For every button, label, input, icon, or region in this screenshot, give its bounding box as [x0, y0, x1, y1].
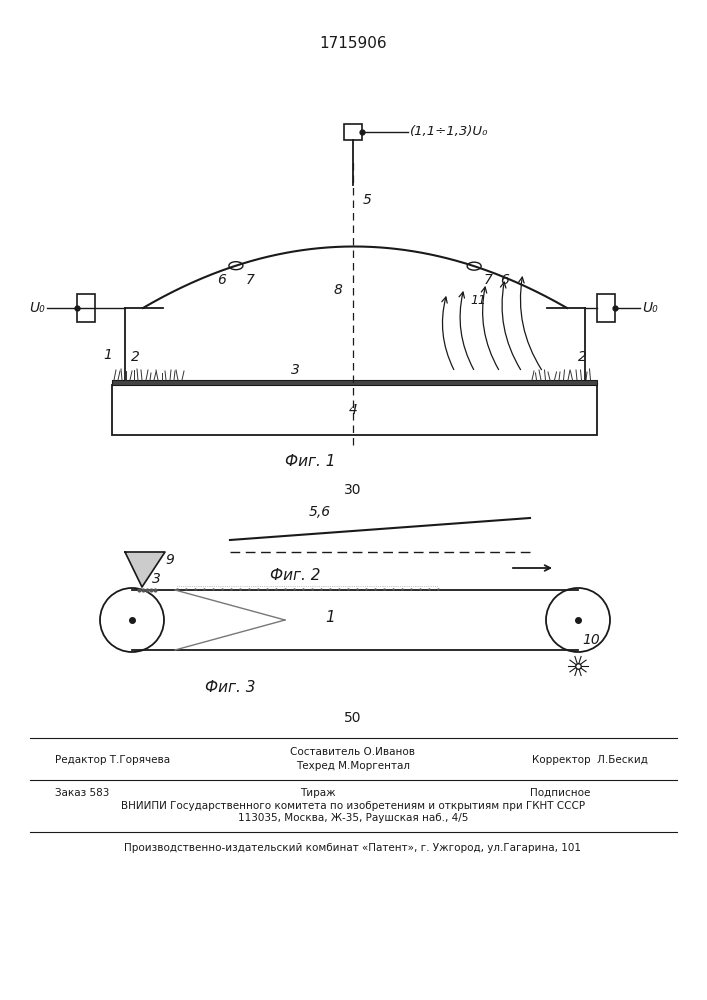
- Text: 7: 7: [484, 273, 493, 287]
- Text: Фиг. 1: Фиг. 1: [285, 454, 335, 470]
- Text: 6: 6: [218, 273, 226, 287]
- Text: 113035, Москва, Ж-35, Раушская наб., 4/5: 113035, Москва, Ж-35, Раушская наб., 4/5: [238, 813, 468, 823]
- Bar: [112, 380, 597, 385]
- Text: ВНИИПИ Государственного комитета по изобретениям и открытиям при ГКНТ СССР: ВНИИПИ Государственного комитета по изоб…: [121, 801, 585, 811]
- Text: Редактор Т.Горячева: Редактор Т.Горячева: [55, 755, 170, 765]
- Text: Подписное: Подписное: [530, 788, 590, 798]
- Text: Фиг. 3: Фиг. 3: [205, 680, 255, 696]
- Polygon shape: [125, 552, 165, 587]
- Text: U₀: U₀: [642, 301, 658, 315]
- Ellipse shape: [229, 262, 243, 270]
- Text: 8: 8: [334, 283, 342, 297]
- Text: Составитель О.Иванов: Составитель О.Иванов: [291, 747, 416, 757]
- Text: 10: 10: [582, 633, 600, 647]
- Text: Заказ 583: Заказ 583: [55, 788, 110, 798]
- Bar: [112, 380, 597, 385]
- Text: 7: 7: [245, 273, 255, 287]
- Bar: [597, 294, 615, 322]
- Ellipse shape: [467, 262, 481, 270]
- Text: (1,1÷1,3)U₀: (1,1÷1,3)U₀: [410, 125, 489, 138]
- Text: 3: 3: [152, 572, 161, 586]
- Text: Фиг. 2: Фиг. 2: [270, 568, 320, 582]
- Text: U₀: U₀: [29, 301, 45, 315]
- Text: 30: 30: [344, 483, 362, 497]
- Text: 6: 6: [500, 273, 508, 287]
- Text: 1: 1: [325, 610, 335, 626]
- Text: 3: 3: [291, 363, 300, 377]
- Text: 50: 50: [344, 711, 362, 725]
- Text: 9: 9: [165, 553, 174, 567]
- Text: 4: 4: [349, 403, 358, 417]
- Text: 5: 5: [363, 193, 372, 207]
- Text: 11: 11: [470, 294, 486, 306]
- Text: 5,6: 5,6: [309, 505, 331, 519]
- Text: 2: 2: [578, 350, 586, 364]
- Text: Тираж: Тираж: [300, 788, 336, 798]
- Text: Корректор  Л.Бескид: Корректор Л.Бескид: [532, 755, 648, 765]
- Bar: [112, 385, 597, 435]
- Text: Производственно-издательский комбинат «Патент», г. Ужгород, ул.Гагарина, 101: Производственно-издательский комбинат «П…: [124, 843, 581, 853]
- Text: 2: 2: [131, 350, 139, 364]
- Bar: [77, 294, 95, 322]
- Text: Техред М.Моргентал: Техред М.Моргентал: [296, 761, 410, 771]
- Bar: [344, 124, 362, 140]
- Text: 1715906: 1715906: [319, 35, 387, 50]
- Text: 1: 1: [103, 348, 112, 362]
